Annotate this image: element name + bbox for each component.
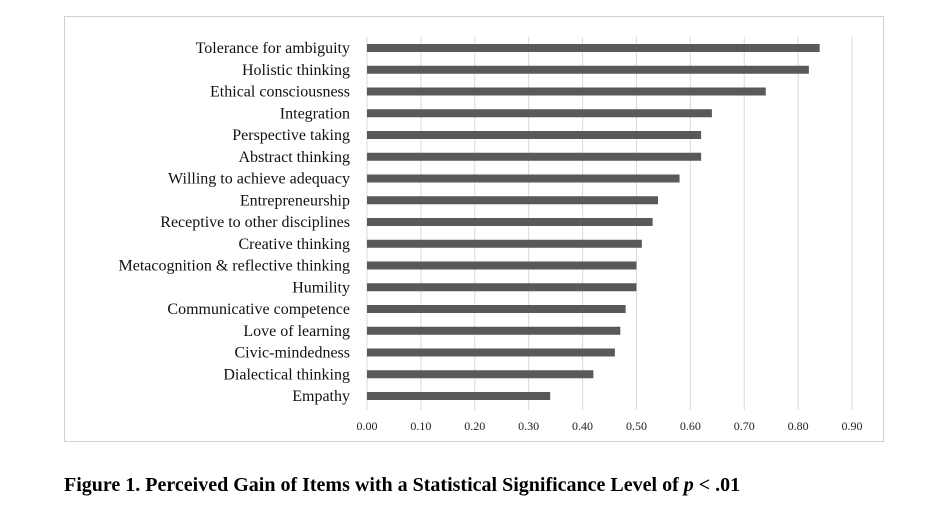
category-label-10: Metacognition & reflective thinking [119,258,351,275]
category-label-6: Willing to achieve adequacy [168,171,350,188]
category-label-0: Tolerance for ambiguity [196,40,350,57]
bar-14 [367,348,615,357]
bar-1 [367,65,809,74]
category-label-3: Integration [280,105,350,122]
category-label-16: Empathy [292,388,350,405]
x-tick-label-9: 0.90 [842,419,863,433]
category-label-4: Perspective taking [232,127,350,144]
bar-16 [367,392,551,400]
bar-3 [367,109,712,118]
category-label-12: Communicative competence [167,301,350,318]
bar-8 [367,218,653,226]
bar-9 [367,239,642,248]
bar-10 [367,261,637,270]
bar-15 [367,370,594,379]
category-label-9: Creative thinking [238,236,350,253]
bar-4 [367,131,702,139]
caption-prefix: Figure 1. Perceived Gain of Items with a… [64,474,684,496]
category-label-2: Ethical consciousness [210,84,350,101]
x-tick-label-2: 0.20 [464,419,485,433]
category-label-7: Entrepreneurship [240,192,350,209]
x-tick-label-0: 0.00 [357,419,378,433]
bar-2 [367,87,766,96]
bar-7 [367,196,658,205]
bar-13 [367,326,621,335]
category-label-1: Holistic thinking [242,62,350,79]
category-label-11: Humility [292,279,350,296]
bar-6 [367,174,680,183]
category-label-15: Dialectical thinking [223,366,350,383]
category-label-8: Receptive to other disciplines [160,214,350,231]
x-tick-label-7: 0.70 [734,419,755,433]
category-label-5: Abstract thinking [238,149,350,166]
chart-frame: Tolerance for ambiguity Holistic thinking… [64,16,884,442]
x-tick-label-6: 0.60 [680,419,701,433]
bar-0 [367,44,820,52]
category-label-14: Civic-mindedness [234,345,350,362]
x-tick-label-4: 0.40 [572,419,593,433]
bar-5 [367,152,702,161]
bar-11 [367,283,637,292]
category-label-13: Love of learning [243,323,350,340]
caption-suffix: < .01 [693,474,741,496]
caption-p-symbol: p [683,474,694,496]
bar-chart: Tolerance for ambiguity Holistic thinking… [119,37,863,433]
x-tick-label-1: 0.10 [410,419,431,433]
x-tick-label-8: 0.80 [788,419,809,433]
figure-caption: Figure 1. Perceived Gain of Items with a… [64,474,740,497]
bar-12 [367,305,626,313]
x-tick-label-5: 0.50 [626,419,647,433]
x-tick-label-3: 0.30 [518,419,539,433]
